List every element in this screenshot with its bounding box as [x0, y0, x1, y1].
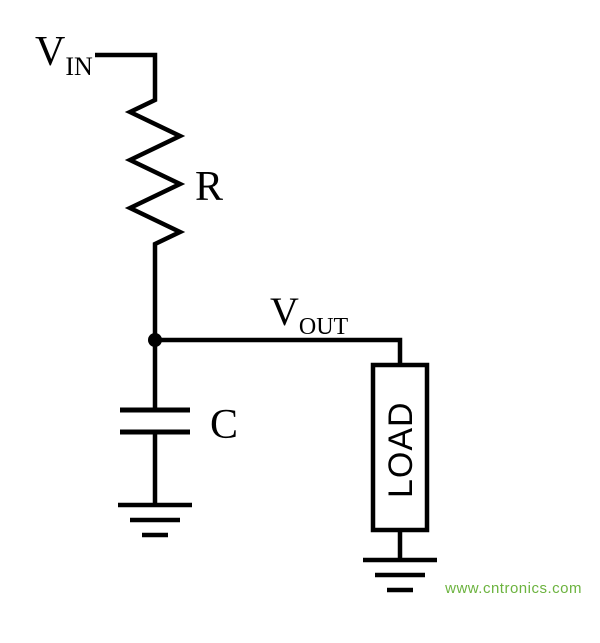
wire-junction-to-load [155, 340, 400, 365]
c-label: C [210, 402, 238, 448]
wire-vin-to-r [95, 55, 155, 85]
vin-label: VIN [35, 29, 93, 81]
rc-filter-schematic: VIN R C VOUT LOAD [0, 0, 600, 643]
ground-right [363, 560, 437, 590]
ground-left [118, 505, 192, 535]
resistor [130, 85, 180, 260]
r-label: R [195, 164, 223, 210]
watermark: www.cntronics.com [445, 580, 582, 597]
load-label: LOAD [382, 401, 420, 498]
vout-label: VOUT [270, 289, 349, 340]
